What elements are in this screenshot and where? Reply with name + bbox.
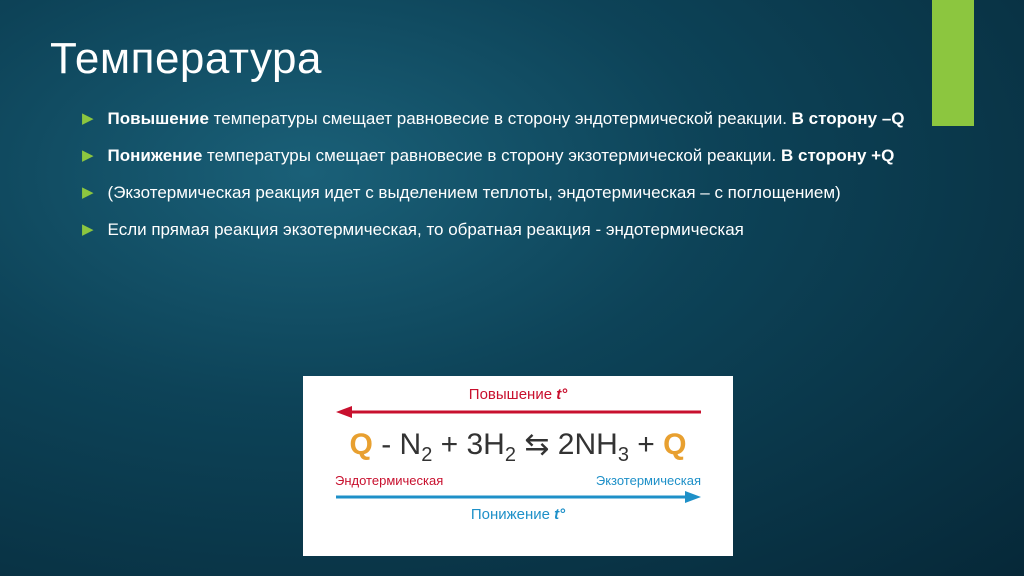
bullet-marker-icon: ▶ xyxy=(82,183,94,205)
reaction-diagram: Повышение t° Q - N2 + 3H2 ⇆ 2NH3 + Q Энд… xyxy=(303,376,733,556)
bullet-item: ▶ Повышение температуры смещает равновес… xyxy=(82,108,912,131)
bottom-arrow-icon xyxy=(336,490,701,504)
bullet-item: ▶ Понижение температуры смещает равновес… xyxy=(82,145,912,168)
bottom-arrow-label: Понижение t° xyxy=(323,506,713,523)
eq-q-left: Q xyxy=(350,428,373,461)
accent-bar xyxy=(932,0,974,126)
bullet-item: ▶ Если прямая реакция экзотермическая, т… xyxy=(82,219,912,242)
bullet-mid: температуры смещает равновесие в сторону… xyxy=(209,109,792,128)
bullet-item: ▶ (Экзотермическая реакция идет с выделе… xyxy=(82,182,912,205)
equation: Q - N2 + 3H2 ⇆ 2NH3 + Q xyxy=(323,427,713,467)
eq-q-right: Q xyxy=(663,428,686,461)
bullet-marker-icon: ▶ xyxy=(82,220,94,242)
bullet-tail: В сторону –Q xyxy=(792,109,905,128)
bullet-tail: В сторону +Q xyxy=(781,146,894,165)
label-pre: Повышение xyxy=(469,386,556,403)
label-pre: Понижение xyxy=(471,506,554,523)
bullet-mid: температуры смещает равновесие в сторону… xyxy=(202,146,781,165)
bullet-text: (Экзотермическая реакция идет с выделени… xyxy=(108,182,841,205)
bullet-text: Понижение температуры смещает равновесие… xyxy=(108,145,895,168)
eq-part: + xyxy=(629,428,663,461)
bullet-bold: Понижение xyxy=(108,146,203,165)
eq-sub: 3 xyxy=(618,444,629,466)
eq-part: ⇆ 2NH xyxy=(516,428,618,461)
eq-sub: 2 xyxy=(421,444,432,466)
label-t: t° xyxy=(554,506,565,523)
endo-label: Эндотермическая xyxy=(335,473,443,488)
top-arrow-icon xyxy=(336,405,701,419)
top-arrow-label: Повышение t° xyxy=(323,386,713,403)
exo-label: Экзотермическая xyxy=(596,473,701,488)
bullet-bold: Повышение xyxy=(108,109,209,128)
eq-sub: 2 xyxy=(505,444,516,466)
bullet-marker-icon: ▶ xyxy=(82,146,94,168)
bullet-marker-icon: ▶ xyxy=(82,109,94,131)
bullet-list: ▶ Повышение температуры смещает равновес… xyxy=(82,108,912,256)
label-t: t° xyxy=(556,386,567,403)
bullet-text: Повышение температуры смещает равновесие… xyxy=(108,108,905,131)
slide-title: Температура xyxy=(50,34,322,84)
bullet-text: Если прямая реакция экзотермическая, то … xyxy=(108,219,744,242)
reaction-type-labels: Эндотермическая Экзотермическая xyxy=(323,473,713,488)
eq-part: - N xyxy=(373,428,421,461)
eq-part: + 3H xyxy=(432,428,505,461)
